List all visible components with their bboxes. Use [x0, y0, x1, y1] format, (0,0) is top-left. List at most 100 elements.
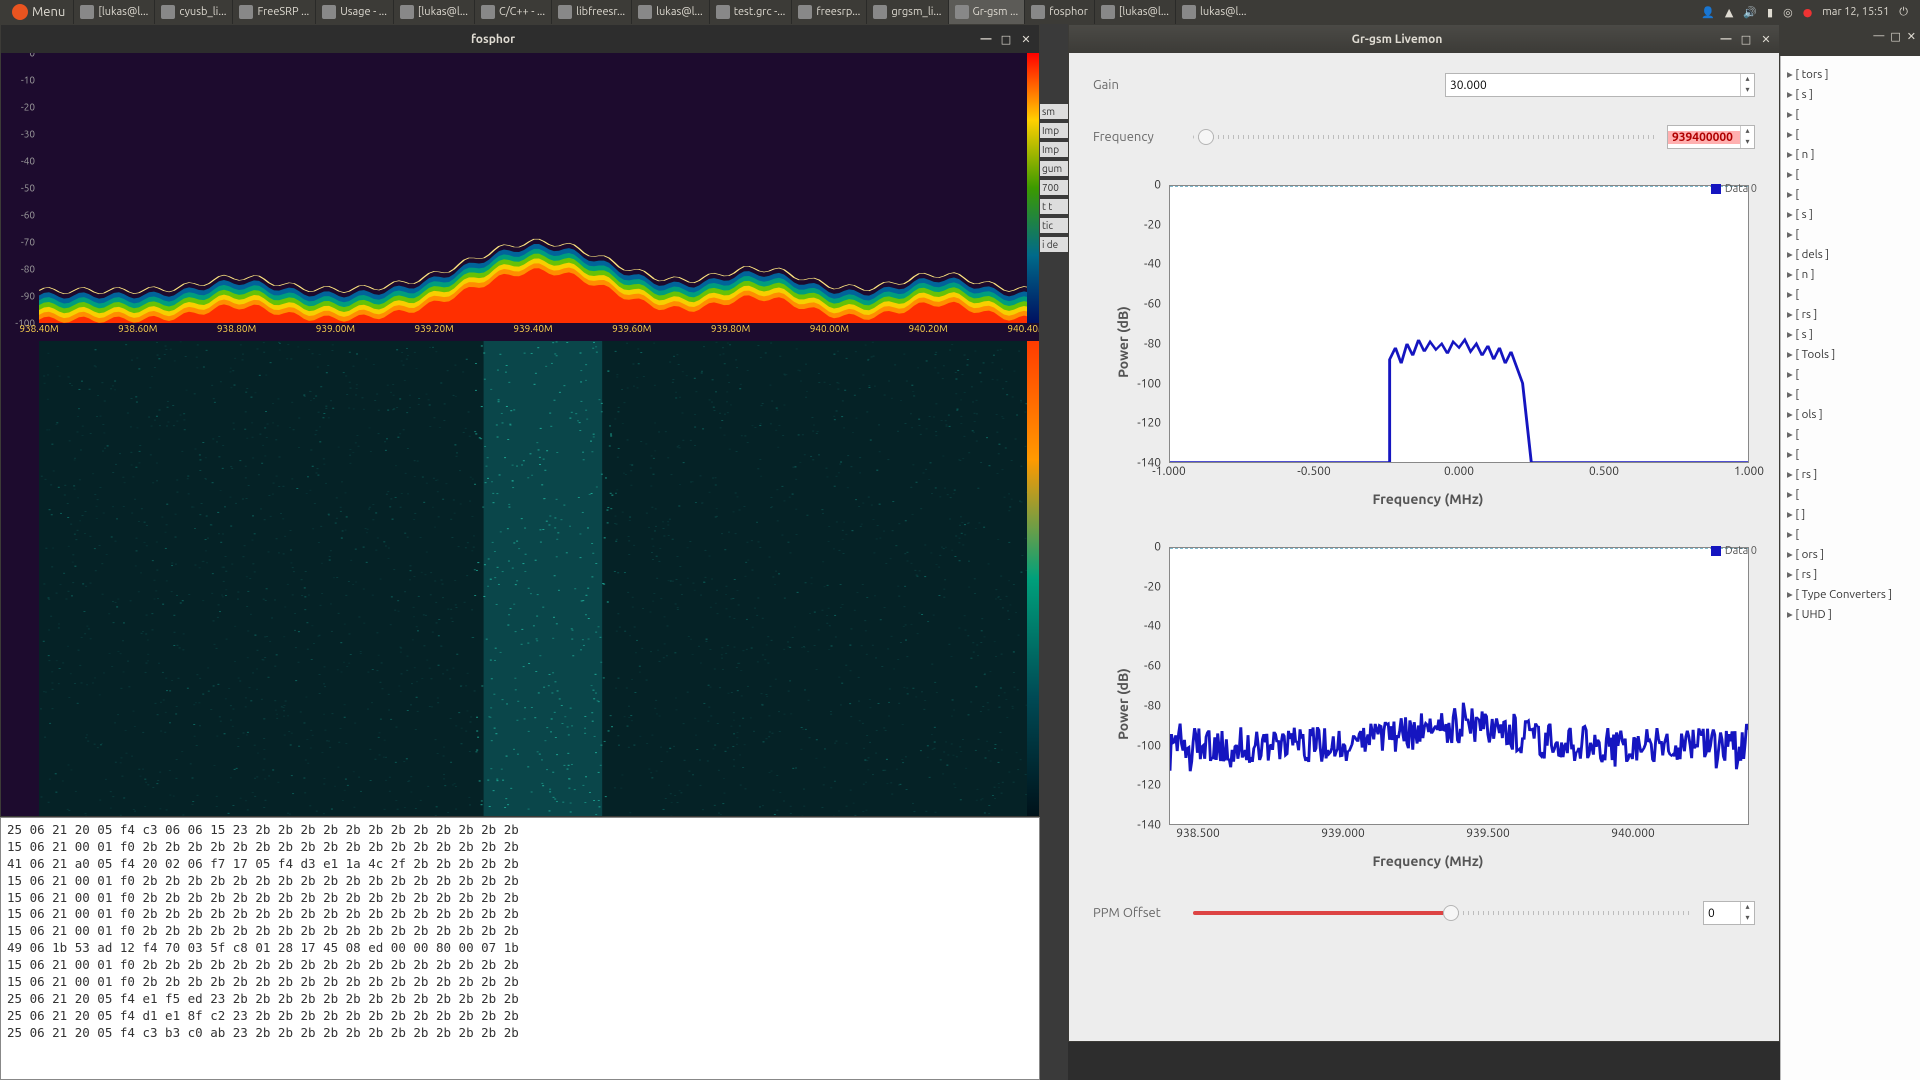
tree-node[interactable]: [ ] [1785, 504, 1916, 524]
tree-node[interactable]: [ [1785, 364, 1916, 384]
network-icon[interactable]: ▲ [1725, 6, 1733, 19]
ppm-input[interactable] [1704, 907, 1740, 920]
tree-node[interactable]: [ s ] [1785, 84, 1916, 104]
volume-icon[interactable]: 🔊 [1743, 6, 1757, 19]
frequency-step-up-button[interactable]: ▴ [1740, 126, 1754, 137]
ppm-slider-thumb[interactable] [1443, 905, 1459, 921]
taskbar-item[interactable]: Gr-gsm ... [948, 0, 1025, 24]
tree-node[interactable]: [ [1785, 124, 1916, 144]
taskbar-item[interactable]: lukas@l... [631, 0, 709, 24]
livemon-minimize-button[interactable]: — [1719, 32, 1733, 46]
fosphor-spectrum [39, 53, 1039, 323]
fosphor-titlebar[interactable]: fosphor — □ ✕ [1, 25, 1039, 53]
tree-node[interactable]: [ [1785, 184, 1916, 204]
frequency-slider-thumb[interactable] [1198, 129, 1214, 145]
taskbar-item[interactable]: freesrp... [791, 0, 866, 24]
app-icon [80, 5, 94, 19]
gain-spinbox[interactable]: ▴▾ [1445, 73, 1755, 97]
bgwin-minimize-button[interactable]: — [1873, 30, 1884, 43]
frequency-slider[interactable] [1193, 135, 1657, 139]
bgwin-close-button[interactable]: ✕ [1907, 30, 1916, 43]
ppm-spinbox[interactable]: ▴▾ [1703, 901, 1755, 925]
taskbar-item[interactable]: [lukas@l... [1094, 0, 1175, 24]
taskbar-item[interactable]: Usage - ... [315, 0, 393, 24]
tree-node[interactable]: [ [1785, 164, 1916, 184]
bgwin-maximize-button[interactable]: □ [1890, 30, 1900, 43]
ppm-slider[interactable] [1193, 911, 1693, 915]
tree-node[interactable]: [ UHD ] [1785, 604, 1916, 624]
rf-power-plot: Power (dB) 0-20-40-60-80-100-120-140 Dat… [1101, 539, 1755, 869]
livemon-body: Gain ▴▾ Frequency ▴▾ Power (dB) 0-20-40-… [1069, 53, 1779, 1041]
taskbar-label: [lukas@l... [98, 6, 148, 18]
user-icon[interactable]: 👤 [1701, 6, 1715, 19]
record-icon[interactable]: ● [1803, 6, 1813, 19]
ppm-label: PPM Offset [1093, 906, 1183, 920]
ppm-step-down-button[interactable]: ▾ [1740, 913, 1754, 924]
frequency-input[interactable] [1668, 131, 1740, 144]
tree-node[interactable]: [ [1785, 384, 1916, 404]
taskbar-item[interactable]: [lukas@l... [73, 0, 154, 24]
plot1-y-axis: 0-20-40-60-80-100-120-140 [1101, 185, 1165, 463]
frequency-spinbox[interactable]: ▴▾ [1667, 125, 1755, 149]
tree-node[interactable]: [ dels ] [1785, 244, 1916, 264]
system-tray: 👤 ▲ 🔊 ▮ ◎ ● mar 12, 15:51 ⏻ [1693, 6, 1916, 19]
tree-node[interactable]: [ Tools ] [1785, 344, 1916, 364]
app-icon [558, 5, 572, 19]
livemon-titlebar[interactable]: Gr-gsm Livemon — □ ✕ [1069, 25, 1779, 53]
tree-node[interactable]: [ rs ] [1785, 564, 1916, 584]
tree-node[interactable]: [ [1785, 104, 1916, 124]
tree-node[interactable]: [ Type Converters ] [1785, 584, 1916, 604]
chrome-tray-icon[interactable]: ◎ [1783, 6, 1793, 19]
tree-node[interactable]: [ rs ] [1785, 464, 1916, 484]
livemon-close-button[interactable]: ✕ [1759, 32, 1773, 46]
taskbar-item[interactable]: grgsm_li... [866, 0, 947, 24]
menu-button[interactable]: Menu [4, 0, 73, 24]
gain-label: Gain [1093, 78, 1183, 92]
gain-step-down-button[interactable]: ▾ [1740, 85, 1754, 96]
legend-swatch-icon [1711, 184, 1721, 194]
taskbar-item[interactable]: cyusb_li... [154, 0, 232, 24]
taskbar-item[interactable]: test.grc -... [709, 0, 792, 24]
taskbar-label: lukas@l... [1200, 6, 1247, 18]
clock[interactable]: mar 12, 15:51 [1822, 6, 1889, 18]
fosphor-maximize-button[interactable]: □ [999, 32, 1013, 46]
taskbar-item[interactable]: [lukas@l... [393, 0, 474, 24]
tree-node[interactable]: [ ols ] [1785, 404, 1916, 424]
fosphor-minimize-button[interactable]: — [979, 32, 993, 46]
tree-node[interactable]: [ [1785, 484, 1916, 504]
taskbar-item[interactable]: FreeSRP ... [232, 0, 315, 24]
tree-node[interactable]: [ s ] [1785, 204, 1916, 224]
ppm-row: PPM Offset ▴▾ [1093, 901, 1755, 925]
plot2-area [1169, 547, 1749, 825]
tree-node[interactable]: [ [1785, 424, 1916, 444]
ppm-step-up-button[interactable]: ▴ [1740, 902, 1754, 913]
taskbar-item[interactable]: C/C++ - ... [474, 0, 551, 24]
gain-input[interactable] [1446, 79, 1740, 92]
fosphor-close-button[interactable]: ✕ [1019, 32, 1033, 46]
battery-icon[interactable]: ▮ [1767, 6, 1773, 19]
frequency-step-down-button[interactable]: ▾ [1740, 137, 1754, 148]
tree-node[interactable]: [ [1785, 524, 1916, 544]
hex-output-pane[interactable]: 25 06 21 20 05 f4 c3 06 06 15 23 2b 2b 2… [0, 817, 1040, 1080]
taskbar-item[interactable]: fosphor [1024, 0, 1094, 24]
tree-node[interactable]: [ n ] [1785, 144, 1916, 164]
app-icon [1101, 5, 1115, 19]
tree-node[interactable]: [ rs ] [1785, 304, 1916, 324]
tree-node[interactable]: [ tors ] [1785, 64, 1916, 84]
app-icon [798, 5, 812, 19]
gain-step-up-button[interactable]: ▴ [1740, 74, 1754, 85]
plot2-trace [1170, 548, 1748, 824]
tree-node[interactable]: [ [1785, 284, 1916, 304]
taskbar-item[interactable]: libfreesr... [551, 0, 631, 24]
tree-node[interactable]: [ ors ] [1785, 544, 1916, 564]
tree-node[interactable]: [ s ] [1785, 324, 1916, 344]
legend-swatch-icon [1711, 546, 1721, 556]
livemon-maximize-button[interactable]: □ [1739, 32, 1753, 46]
fosphor-waterfall [39, 341, 1027, 816]
tree-node[interactable]: [ [1785, 444, 1916, 464]
taskbar-label: test.grc -... [734, 6, 786, 18]
session-icon[interactable]: ⏻ [1899, 6, 1908, 19]
tree-node[interactable]: [ [1785, 224, 1916, 244]
taskbar-item[interactable]: lukas@l... [1175, 0, 1253, 24]
tree-node[interactable]: [ n ] [1785, 264, 1916, 284]
